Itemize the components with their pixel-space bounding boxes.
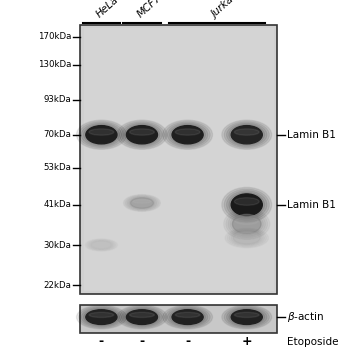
Text: -: - (99, 335, 104, 349)
Ellipse shape (175, 312, 200, 317)
Ellipse shape (229, 309, 265, 326)
Ellipse shape (81, 308, 122, 327)
Ellipse shape (234, 129, 259, 135)
FancyBboxPatch shape (80, 304, 277, 333)
Ellipse shape (76, 305, 126, 329)
Ellipse shape (231, 310, 262, 324)
Ellipse shape (129, 312, 154, 317)
Ellipse shape (226, 308, 267, 327)
Text: $\beta$-actin: $\beta$-actin (287, 310, 324, 324)
Ellipse shape (83, 309, 119, 326)
Ellipse shape (76, 120, 126, 149)
Ellipse shape (86, 126, 117, 144)
Ellipse shape (81, 123, 122, 147)
Ellipse shape (172, 126, 203, 144)
Ellipse shape (163, 120, 213, 149)
Ellipse shape (167, 308, 208, 327)
Ellipse shape (234, 198, 259, 205)
Ellipse shape (119, 121, 165, 148)
Text: Lamin B1: Lamin B1 (287, 200, 336, 210)
Ellipse shape (234, 312, 259, 317)
Text: 130kDa: 130kDa (38, 60, 71, 69)
Text: 170kDa: 170kDa (38, 32, 71, 41)
Ellipse shape (224, 307, 269, 328)
Ellipse shape (231, 194, 262, 216)
Text: Jurkat: Jurkat (211, 0, 240, 20)
Ellipse shape (89, 312, 114, 317)
Text: HeLa: HeLa (95, 0, 121, 20)
Ellipse shape (119, 307, 165, 328)
Ellipse shape (126, 126, 158, 144)
FancyBboxPatch shape (84, 28, 274, 290)
Ellipse shape (175, 129, 200, 135)
Ellipse shape (79, 121, 124, 148)
Ellipse shape (224, 121, 269, 148)
Ellipse shape (222, 187, 272, 222)
Ellipse shape (229, 192, 265, 217)
Ellipse shape (79, 307, 124, 328)
Text: 41kDa: 41kDa (44, 200, 71, 209)
Text: 53kDa: 53kDa (44, 163, 71, 173)
Ellipse shape (86, 310, 117, 324)
Text: 22kDa: 22kDa (44, 281, 71, 290)
Ellipse shape (124, 124, 160, 145)
Ellipse shape (117, 305, 167, 329)
Ellipse shape (229, 124, 265, 145)
Ellipse shape (167, 123, 208, 147)
Ellipse shape (231, 126, 262, 144)
Ellipse shape (222, 120, 272, 149)
Ellipse shape (122, 308, 162, 327)
Ellipse shape (122, 123, 162, 147)
Ellipse shape (83, 124, 119, 145)
Ellipse shape (172, 310, 203, 324)
Ellipse shape (89, 129, 114, 135)
Text: +: + (241, 335, 252, 349)
Ellipse shape (233, 232, 260, 244)
Ellipse shape (130, 198, 153, 208)
Ellipse shape (232, 214, 261, 234)
Text: 70kDa: 70kDa (44, 130, 71, 139)
Text: 93kDa: 93kDa (44, 95, 71, 104)
Ellipse shape (91, 241, 112, 249)
Ellipse shape (117, 120, 167, 149)
FancyBboxPatch shape (80, 25, 277, 294)
Text: MCF7: MCF7 (135, 0, 163, 20)
Ellipse shape (163, 305, 213, 329)
Text: -: - (185, 335, 190, 349)
Ellipse shape (126, 310, 158, 324)
Text: Etoposide: Etoposide (287, 337, 338, 347)
Ellipse shape (226, 191, 267, 219)
Ellipse shape (170, 124, 206, 145)
Ellipse shape (165, 121, 210, 148)
Ellipse shape (124, 309, 160, 326)
Ellipse shape (165, 307, 210, 328)
Text: 30kDa: 30kDa (44, 240, 71, 250)
Ellipse shape (129, 129, 154, 135)
Ellipse shape (170, 309, 206, 326)
Ellipse shape (226, 123, 267, 147)
Text: -: - (139, 335, 145, 349)
Text: Lamin B1: Lamin B1 (287, 130, 336, 140)
Ellipse shape (222, 305, 272, 329)
Ellipse shape (224, 189, 269, 220)
